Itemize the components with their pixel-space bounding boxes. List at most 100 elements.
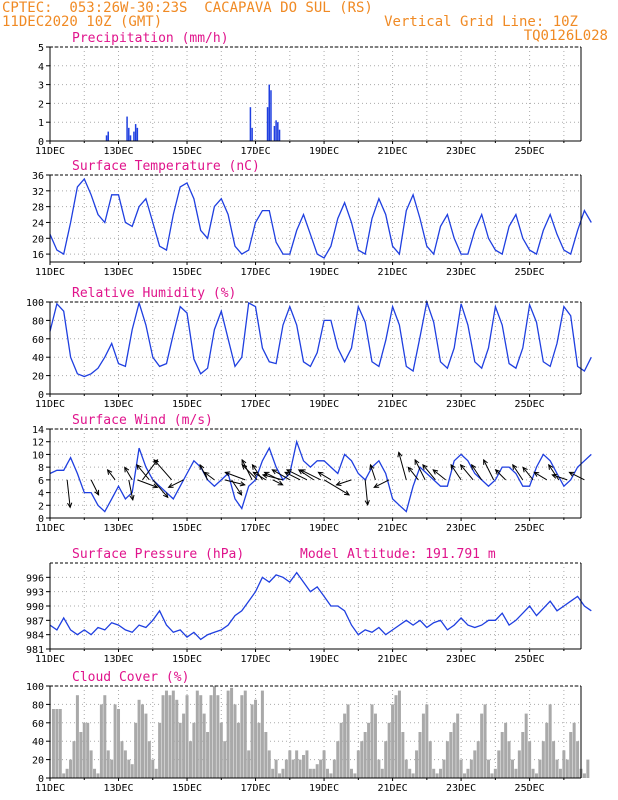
x-tick-label: 13DEC (103, 146, 133, 157)
wind-arrow-head (522, 466, 528, 473)
bar (562, 750, 566, 778)
bar (178, 722, 182, 778)
bar (507, 741, 511, 778)
x-tick-label: 11DEC (35, 523, 65, 534)
bar (397, 690, 401, 778)
y-tick-label: 10 (32, 450, 44, 461)
bar (387, 722, 391, 778)
bar (273, 125, 276, 141)
header-date: 11DEC2020 10Z (GMT) (2, 14, 163, 30)
wind-arrow (153, 459, 172, 481)
bar (62, 773, 66, 778)
bar (137, 699, 141, 778)
x-tick-label: 25DEC (515, 523, 545, 534)
wind-arrow (199, 464, 209, 481)
wind-arrow (495, 469, 506, 481)
wind-arrow (298, 469, 315, 481)
bar (445, 741, 449, 778)
y-tick-label: 32 (32, 187, 44, 198)
x-tick-label: 13DEC (103, 267, 133, 278)
series-line (49, 177, 592, 259)
bar (315, 764, 319, 778)
bar (456, 713, 460, 778)
wind-arrow (137, 479, 158, 488)
bar (247, 750, 251, 778)
bar (233, 704, 237, 778)
bar (346, 704, 350, 778)
bar (288, 750, 292, 778)
x-tick-label: 19DEC (309, 267, 339, 278)
x-tick-label: 11DEC (35, 654, 65, 665)
bar (82, 722, 86, 778)
y-tick-label: 3 (38, 81, 44, 92)
bar (199, 695, 203, 778)
series-line (49, 571, 592, 641)
wind-arrow-head (241, 464, 248, 470)
y-tick-label: 20 (32, 372, 44, 383)
wind-arrow (398, 452, 407, 480)
panel-title: Surface Temperature (nC) (72, 159, 260, 174)
bar (284, 759, 288, 778)
wind-arrow-head (459, 463, 466, 470)
y-tick-label: 6 (38, 476, 44, 487)
bar (408, 768, 412, 778)
x-tick-label: 25DEC (515, 654, 545, 665)
wind-arrow-head (471, 463, 477, 470)
bar (373, 713, 377, 778)
bar (531, 768, 535, 778)
wind-arrow (552, 474, 568, 481)
bar (274, 759, 278, 778)
x-tick-label: 13DEC (103, 654, 133, 665)
wind-arrow-head (124, 466, 130, 473)
bar (250, 704, 254, 778)
bar (168, 695, 172, 778)
bar (442, 759, 446, 778)
bar (249, 107, 252, 141)
y-tick-label: 984 (26, 631, 44, 642)
bar (86, 722, 90, 778)
bar (69, 759, 73, 778)
x-tick-label: 17DEC (240, 267, 270, 278)
bar (391, 704, 395, 778)
y-tick-label: 60 (32, 335, 44, 346)
bar (404, 759, 408, 778)
panel-3: 0 20 40 60 80 100 11DEC 13DEC 15DEC 17DEC 19DEC 21D… (26, 286, 592, 410)
x-tick-label: 25DEC (515, 146, 545, 157)
wind-arrow (124, 467, 133, 481)
wind-arrow (548, 464, 560, 481)
x-tick-label: 13DEC (103, 399, 133, 410)
bar (308, 768, 312, 778)
bar (582, 773, 586, 778)
panel-6: 0 20 40 60 80 100 11DEC 13DEC 15DEC 17DEC 19DEC 21D… (26, 670, 590, 794)
bar (411, 773, 415, 778)
panel-title: Precipitation (mm/h) (72, 31, 229, 46)
wind-arrow (569, 471, 585, 481)
wind-arrow (90, 479, 100, 496)
bar (209, 695, 213, 778)
wind-arrow-head (239, 481, 246, 487)
panel-1: 0 1 2 3 4 5 11DEC 13DEC 15DEC 17DEC 19DEC 21DEC 23DE… (35, 31, 582, 157)
wind-arrow (522, 467, 534, 481)
bar (278, 773, 282, 778)
panel-2: 16 20 24 28 32 36 11DEC 13DEC 15DEC 17DEC 19DEC 21D… (32, 159, 592, 278)
bar (349, 768, 353, 778)
wind-arrow (422, 464, 436, 481)
wind-arrow (318, 471, 332, 481)
wind-arrow-head (285, 469, 292, 475)
bar (271, 768, 275, 778)
bar (380, 768, 384, 778)
wind-arrow-head (129, 494, 135, 501)
bar (89, 750, 93, 778)
bar (552, 741, 556, 778)
bar (298, 759, 302, 778)
wind-arrow-head (407, 466, 414, 473)
bar (428, 741, 432, 778)
bar (291, 759, 295, 778)
wind-arrow-head (299, 469, 306, 475)
bar (394, 695, 398, 778)
bar (432, 768, 436, 778)
bar (524, 713, 528, 778)
bar (452, 722, 456, 778)
bar (480, 713, 484, 778)
y-tick-label: 60 (32, 719, 44, 730)
